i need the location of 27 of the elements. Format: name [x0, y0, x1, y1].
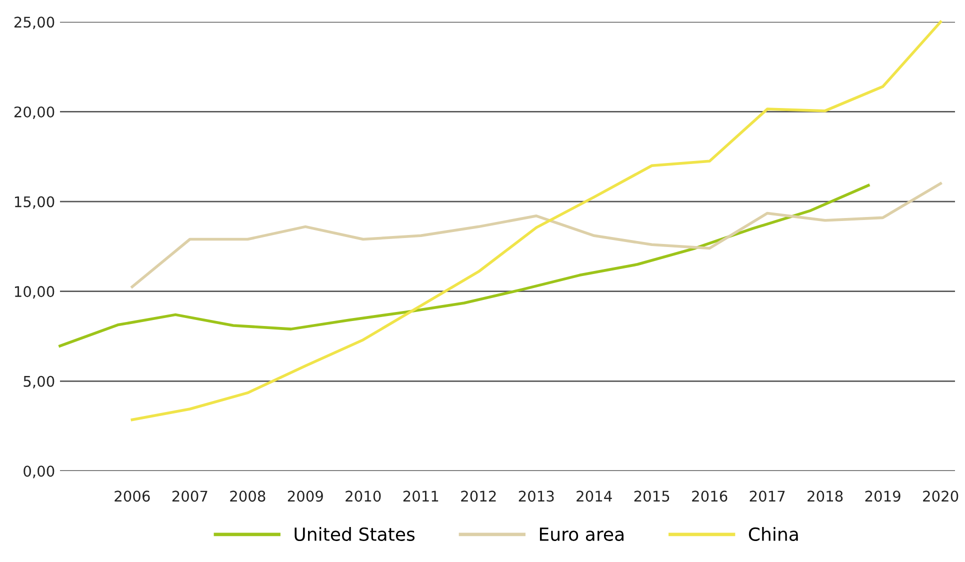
legend-label: Euro area — [540, 528, 624, 542]
x-tick-label: 2020 — [923, 490, 958, 502]
y-tick-label: 5,00 — [24, 376, 54, 388]
line-series — [130, 20, 942, 422]
x-tick-label: 2011 — [403, 490, 438, 502]
x-tick-label: 2008 — [230, 490, 266, 502]
line-series — [130, 182, 942, 288]
legend-label: China — [748, 527, 798, 542]
y-tick-label: 15,00 — [14, 196, 54, 209]
x-tick-label: 2018 — [808, 490, 843, 502]
y-tick-label: 10,00 — [14, 286, 54, 299]
x-tick-label: 2014 — [576, 490, 612, 502]
x-tick-label: 2007 — [172, 490, 208, 502]
x-tick-label: 2006 — [114, 490, 150, 502]
y-tick-label: 0,00 — [24, 466, 54, 478]
line-series — [58, 184, 870, 348]
x-tick-label: 2017 — [750, 490, 785, 502]
x-tick-label: 2010 — [346, 490, 381, 502]
x-tick-label: 2009 — [288, 490, 323, 502]
y-tick-label: 20,00 — [14, 106, 54, 119]
legend-label: United States — [294, 527, 415, 542]
x-tick-label: 2015 — [634, 490, 670, 502]
x-tick-label: 2013 — [518, 490, 554, 502]
x-tick-label: 2019 — [865, 490, 900, 502]
x-tick-label: 2012 — [461, 490, 496, 502]
x-tick-label: 2016 — [692, 490, 728, 502]
y-tick-label: 25,00 — [14, 16, 54, 30]
